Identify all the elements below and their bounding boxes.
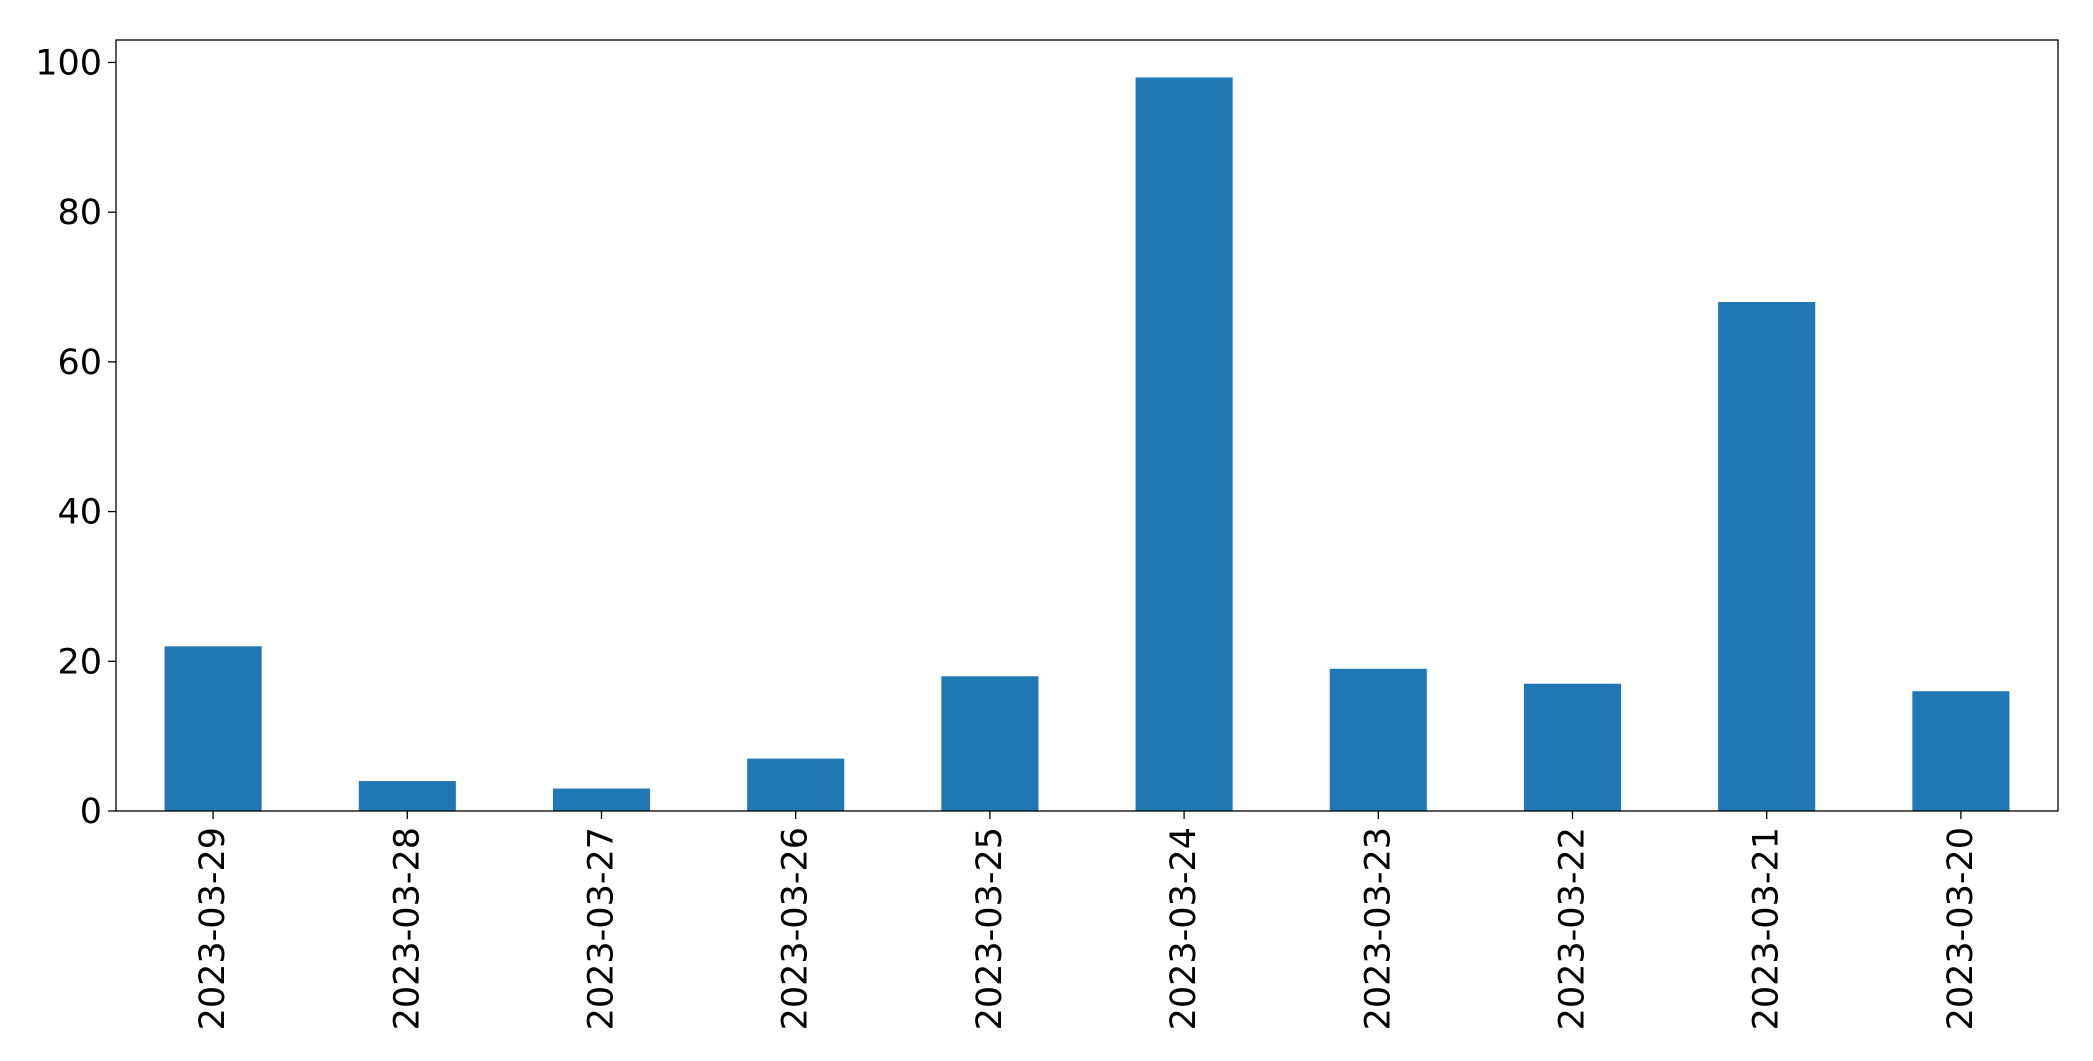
x-tick-label: 2023-03-25: [970, 827, 1010, 1030]
y-tick-label: 80: [57, 193, 102, 233]
bar-2023-03-20: [1912, 691, 2010, 811]
x-tick-label: 2023-03-24: [1164, 827, 1204, 1030]
x-tick-label: 2023-03-28: [387, 827, 427, 1030]
bar-2023-03-21: [1718, 301, 1816, 811]
bar-2023-03-23: [1329, 668, 1427, 811]
plot-frame: [115, 39, 2059, 812]
x-tick-label: 2023-03-22: [1553, 827, 1593, 1030]
bar-2023-03-27: [552, 788, 651, 811]
bar-2023-03-26: [747, 758, 845, 811]
bar-2023-03-24: [1135, 77, 1233, 811]
x-tick-label: 2023-03-29: [193, 827, 233, 1030]
y-tick-label: 0: [80, 792, 102, 832]
x-tick-label: 2023-03-20: [1941, 827, 1981, 1030]
bar-2023-03-25: [941, 676, 1039, 811]
y-tick-label: 40: [57, 493, 102, 533]
x-tick-label: 2023-03-27: [582, 827, 622, 1030]
y-tick-label: 20: [57, 642, 102, 682]
bar-2023-03-22: [1523, 683, 1622, 811]
y-tick-label: 100: [35, 43, 102, 83]
bar-2023-03-29: [164, 646, 262, 811]
y-axis: 0 20 40 60 80 100: [35, 43, 116, 832]
x-tick-label: 2023-03-23: [1358, 827, 1398, 1030]
x-axis: 2023-03-29 2023-03-28 2023-03-27 2023-03-26…: [193, 811, 1981, 1030]
y-tick-label: 60: [57, 343, 102, 383]
x-tick-label: 2023-03-21: [1747, 827, 1787, 1030]
bar-2023-03-28: [358, 781, 456, 811]
bar-series: [164, 77, 2010, 811]
x-tick-label: 2023-03-26: [776, 827, 816, 1030]
